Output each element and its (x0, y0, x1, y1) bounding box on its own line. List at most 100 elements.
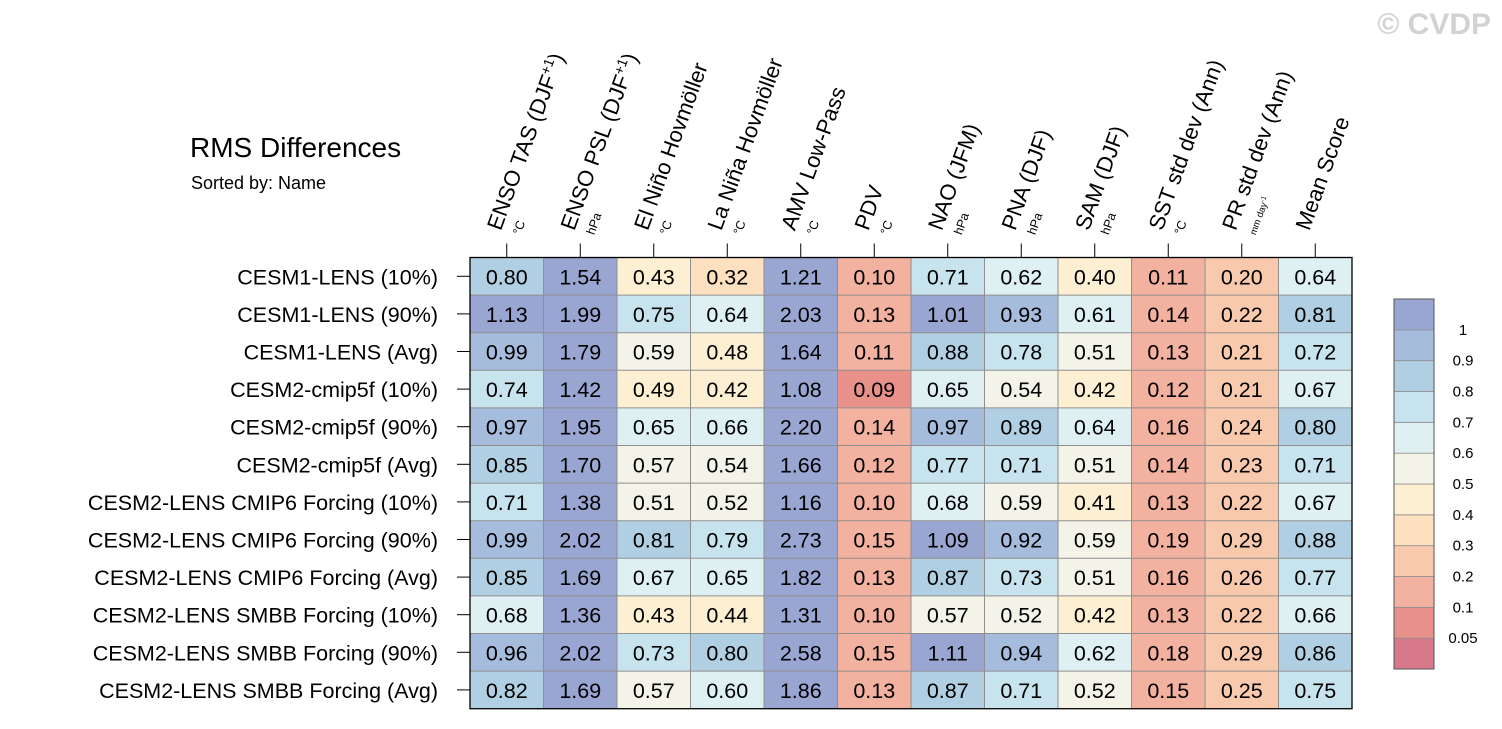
cell-value: 0.65 (927, 378, 969, 402)
cell-value: 0.64 (706, 303, 748, 327)
column-header: SAM (DJF)hPa (1070, 122, 1131, 236)
colorbar-label: 0.1 (1453, 599, 1474, 616)
cell-value: 0.19 (1147, 529, 1189, 553)
heatmap-cell (470, 558, 544, 596)
heatmap-cell (1205, 332, 1279, 371)
cell-value: 2.73 (780, 529, 822, 553)
cell-value: 0.68 (486, 604, 528, 628)
heatmap-cell (1131, 633, 1205, 672)
cell-value: 0.60 (706, 679, 748, 703)
cell-value: 2.20 (780, 416, 822, 440)
heatmap-cell (1205, 633, 1279, 672)
column-unit: hPa (951, 211, 972, 237)
heatmap-cell (617, 407, 691, 446)
cell-value: 0.10 (853, 265, 895, 289)
cell-value: 0.94 (1000, 641, 1042, 665)
heatmap-cell (837, 332, 911, 371)
cell-value: 0.13 (853, 303, 895, 327)
heatmap-cell (470, 295, 544, 333)
cell-value: 0.41 (1074, 491, 1116, 515)
chart-title: RMS Differences (190, 132, 401, 163)
row-label: CESM2-LENS CMIP6 Forcing (Avg) (94, 566, 438, 590)
cell-value: 1.95 (559, 416, 601, 440)
heatmap-cell (1131, 257, 1205, 296)
heatmap-cell (837, 671, 911, 709)
heatmap-cell (690, 332, 764, 371)
cell-value: 0.54 (1000, 378, 1042, 402)
cell-value: 0.87 (927, 566, 969, 590)
heatmap-cell (470, 483, 544, 521)
heatmap-cell (984, 520, 1058, 559)
cell-value: 0.97 (927, 416, 969, 440)
heatmap-cell (1205, 295, 1279, 333)
cell-value: 0.78 (1000, 341, 1042, 365)
cell-value: 0.48 (706, 341, 748, 365)
heatmap-cell (617, 558, 691, 596)
heatmap-cell (911, 370, 985, 408)
heatmap-cell (1278, 595, 1352, 634)
colorbar-label: 0.5 (1453, 476, 1474, 493)
cell-value: 0.88 (927, 341, 969, 365)
heatmap-cell (543, 483, 617, 521)
heatmap-cell (837, 257, 911, 296)
heatmap-cell (470, 407, 544, 446)
heatmap-cell (1278, 370, 1352, 408)
colorbar-label: 0.8 (1453, 384, 1474, 401)
cell-value: 0.82 (486, 679, 528, 703)
cell-value: 0.62 (1074, 641, 1116, 665)
cell-value: 0.85 (486, 453, 528, 477)
cell-value: 0.18 (1147, 641, 1189, 665)
heatmap-cell (1131, 595, 1205, 634)
cell-value: 1.79 (559, 341, 601, 365)
heatmap-cell (837, 633, 911, 672)
cell-value: 0.67 (633, 566, 675, 590)
cell-value: 0.64 (1294, 265, 1336, 289)
heatmap-cell (837, 370, 911, 408)
cell-value: 0.57 (927, 604, 969, 628)
heatmap-cell (1058, 407, 1132, 446)
cell-value: 0.13 (853, 679, 895, 703)
heatmap-cell (764, 370, 838, 408)
heatmap-cell (1131, 445, 1205, 484)
cell-value: 0.92 (1000, 529, 1042, 553)
cell-value: 0.16 (1147, 416, 1189, 440)
cell-value: 0.77 (927, 453, 969, 477)
heatmap-cell (911, 257, 985, 296)
cell-value: 1.99 (559, 303, 601, 327)
cell-value: 0.43 (633, 604, 675, 628)
heatmap-cell (1278, 332, 1352, 371)
cell-value: 0.89 (1000, 416, 1042, 440)
cell-value: 0.21 (1221, 378, 1263, 402)
column-name: Mean Score (1290, 113, 1354, 233)
cell-value: 0.23 (1221, 453, 1263, 477)
cell-value: 0.93 (1000, 303, 1042, 327)
colorbar-label: 0.3 (1453, 538, 1474, 555)
heatmap-cell (1278, 520, 1352, 559)
heatmap-cell (690, 370, 764, 408)
column-unit: °C (878, 219, 896, 237)
cell-value: 0.15 (1147, 679, 1189, 703)
column-headers: ENSO TAS (DJF+1)°C ENSO PSL (DJF+1)hPa El … (481, 49, 1355, 258)
cell-value: 0.75 (1294, 679, 1336, 703)
colorbar-swatch (1393, 421, 1435, 454)
heatmap-cell (617, 445, 691, 484)
cell-value: 0.71 (1000, 453, 1042, 477)
heatmap-cell (764, 483, 838, 521)
column-unit: °C (731, 219, 749, 237)
cell-value: 0.51 (1074, 453, 1116, 477)
heatmap-cell (1205, 257, 1279, 296)
heatmap-cell (1058, 483, 1132, 521)
heatmap-cell (1205, 483, 1279, 521)
heatmap-cell (690, 295, 764, 333)
cell-value: 1.66 (780, 453, 822, 477)
row-label: CESM2-cmip5f (90%) (230, 416, 438, 440)
cell-value: 0.51 (633, 491, 675, 515)
row-labels: CESM1-LENS (10%) CESM1-LENS (90%) CESM1-LE… (88, 265, 470, 703)
heatmap-cell (984, 558, 1058, 596)
cell-value: 0.61 (1074, 303, 1116, 327)
cell-value: 0.52 (1000, 604, 1042, 628)
heatmap-cell (837, 295, 911, 333)
cell-value: 0.13 (853, 566, 895, 590)
row-label: CESM2-LENS SMBB Forcing (10%) (93, 604, 438, 628)
heatmap-cell (984, 595, 1058, 634)
